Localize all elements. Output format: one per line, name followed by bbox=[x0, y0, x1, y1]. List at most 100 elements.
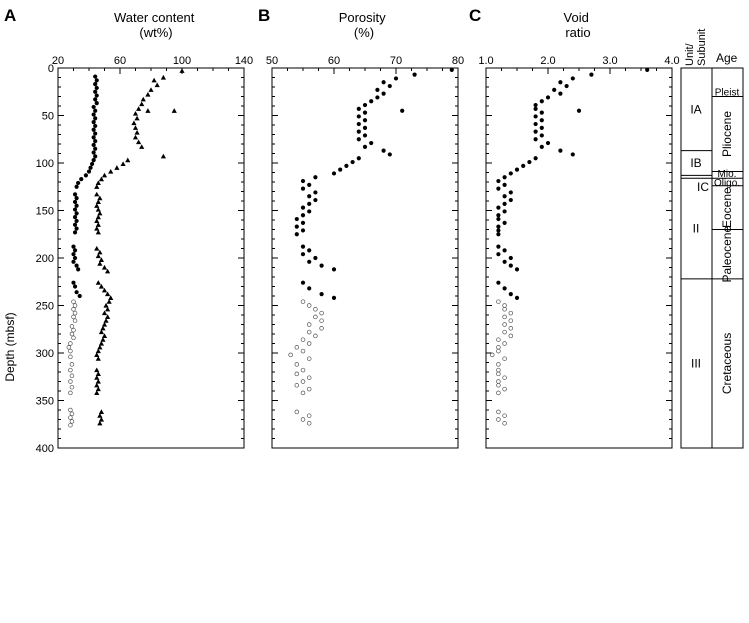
data-point-filled-circle bbox=[387, 152, 392, 157]
data-point-open-circle bbox=[68, 348, 73, 354]
data-point-filled-circle bbox=[508, 190, 513, 195]
data-point-filled-circle bbox=[533, 137, 538, 142]
data-point-filled-circle bbox=[93, 154, 98, 159]
panel-c-y-ticks bbox=[486, 67, 672, 449]
data-point-filled-triangle bbox=[132, 125, 139, 130]
data-point-open-circle bbox=[71, 299, 76, 304]
data-point-filled-circle bbox=[356, 114, 361, 119]
data-point-filled-triangle bbox=[94, 382, 100, 388]
data-point-filled-circle bbox=[71, 280, 76, 285]
data-point-filled-circle bbox=[521, 163, 526, 168]
data-point-filled-circle bbox=[91, 158, 96, 163]
x-tick-label: 3.0 bbox=[602, 55, 617, 67]
data-point-filled-circle bbox=[74, 196, 79, 201]
data-point-filled-circle bbox=[93, 97, 98, 102]
data-point-filled-circle bbox=[502, 194, 507, 199]
data-point-filled-circle bbox=[552, 87, 557, 92]
data-point-filled-triangle bbox=[95, 280, 101, 285]
data-point-filled-circle bbox=[91, 112, 96, 117]
data-point-filled-circle bbox=[72, 284, 78, 289]
data-point-open-circle bbox=[300, 417, 306, 422]
data-point-open-circle bbox=[69, 384, 75, 390]
data-point-filled-circle bbox=[496, 232, 501, 237]
data-point-filled-triangle bbox=[95, 229, 101, 235]
data-point-filled-circle bbox=[91, 142, 96, 148]
data-point-filled-circle bbox=[508, 255, 513, 261]
data-point-filled-circle bbox=[539, 125, 544, 130]
data-point-filled-circle bbox=[496, 213, 501, 218]
data-point-filled-circle bbox=[496, 186, 501, 191]
data-point-open-circle bbox=[502, 386, 507, 392]
panel-c: C Void ratio 1.0 2.0 3.0 4.0 bbox=[469, 6, 680, 449]
data-point-filled-triangle bbox=[98, 176, 104, 182]
panel-a-title-line2: (wt%) bbox=[139, 25, 172, 40]
data-point-filled-circle bbox=[502, 259, 507, 264]
data-point-filled-circle bbox=[79, 177, 84, 182]
data-point-open-circle bbox=[319, 326, 324, 331]
data-point-open-circle bbox=[496, 345, 501, 350]
data-point-filled-circle bbox=[86, 169, 92, 174]
data-point-filled-triangle bbox=[94, 375, 100, 380]
data-point-filled-circle bbox=[300, 205, 306, 210]
data-point-open-circle bbox=[502, 375, 507, 380]
panel-c-marks bbox=[489, 67, 650, 426]
data-point-filled-circle bbox=[72, 215, 78, 220]
data-point-filled-triangle bbox=[106, 299, 112, 304]
data-point-filled-circle bbox=[362, 125, 368, 130]
age-label: Pliocene bbox=[720, 111, 734, 157]
data-point-filled-circle bbox=[533, 129, 538, 134]
data-point-filled-circle bbox=[400, 108, 405, 113]
panel-c-title-line2: ratio bbox=[565, 25, 590, 40]
data-point-filled-triangle bbox=[154, 82, 160, 88]
data-point-filled-circle bbox=[72, 192, 78, 197]
data-point-filled-triangle bbox=[94, 245, 100, 251]
data-point-open-circle bbox=[508, 326, 514, 331]
data-point-open-circle bbox=[300, 379, 306, 384]
data-point-filled-circle bbox=[83, 173, 88, 178]
data-point-filled-circle bbox=[72, 230, 78, 235]
data-point-filled-circle bbox=[387, 83, 392, 89]
data-point-open-circle bbox=[306, 413, 312, 418]
data-point-filled-triangle bbox=[132, 111, 139, 116]
data-point-filled-triangle bbox=[103, 302, 109, 308]
y-axis-label: Depth (mbsf) bbox=[3, 312, 17, 381]
data-point-open-circle bbox=[306, 375, 312, 380]
data-point-filled-circle bbox=[91, 150, 96, 155]
data-point-filled-circle bbox=[319, 263, 324, 268]
panel-b-frame bbox=[271, 67, 459, 449]
data-point-filled-triangle bbox=[101, 310, 108, 316]
data-point-open-circle bbox=[68, 367, 73, 373]
data-point-filled-circle bbox=[74, 203, 79, 208]
x-tick-label: 1.0 bbox=[478, 55, 493, 67]
data-point-open-circle bbox=[502, 341, 507, 346]
data-point-open-circle bbox=[502, 307, 507, 312]
data-point-filled-circle bbox=[381, 80, 386, 85]
data-point-filled-circle bbox=[91, 135, 96, 140]
data-point-filled-circle bbox=[74, 218, 79, 224]
data-point-filled-triangle bbox=[108, 168, 114, 174]
data-point-filled-triangle bbox=[95, 180, 101, 186]
data-point-open-circle bbox=[69, 419, 75, 424]
x-tick-label: 2.0 bbox=[540, 55, 555, 67]
data-point-open-circle bbox=[69, 362, 75, 367]
data-point-filled-circle bbox=[331, 171, 337, 176]
data-point-filled-circle bbox=[91, 120, 96, 125]
data-point-filled-circle bbox=[356, 156, 361, 161]
data-point-filled-circle bbox=[300, 220, 306, 225]
x-tick-label: 100 bbox=[173, 55, 191, 67]
data-point-open-circle bbox=[294, 345, 300, 350]
data-point-open-circle bbox=[68, 379, 73, 384]
data-point-filled-circle bbox=[344, 163, 349, 168]
panel-a-x-ticks: 20 60 100 140 bbox=[52, 55, 253, 74]
data-point-filled-circle bbox=[74, 226, 79, 231]
data-point-filled-triangle bbox=[95, 214, 101, 220]
data-point-filled-circle bbox=[313, 190, 318, 195]
data-point-filled-triangle bbox=[95, 371, 101, 376]
data-point-filled-triangle bbox=[134, 115, 140, 121]
data-point-filled-triangle bbox=[151, 77, 157, 83]
data-point-filled-triangle bbox=[94, 352, 100, 357]
data-point-filled-triangle bbox=[95, 386, 101, 392]
data-point-filled-circle bbox=[369, 140, 374, 146]
data-point-filled-circle bbox=[369, 99, 374, 104]
